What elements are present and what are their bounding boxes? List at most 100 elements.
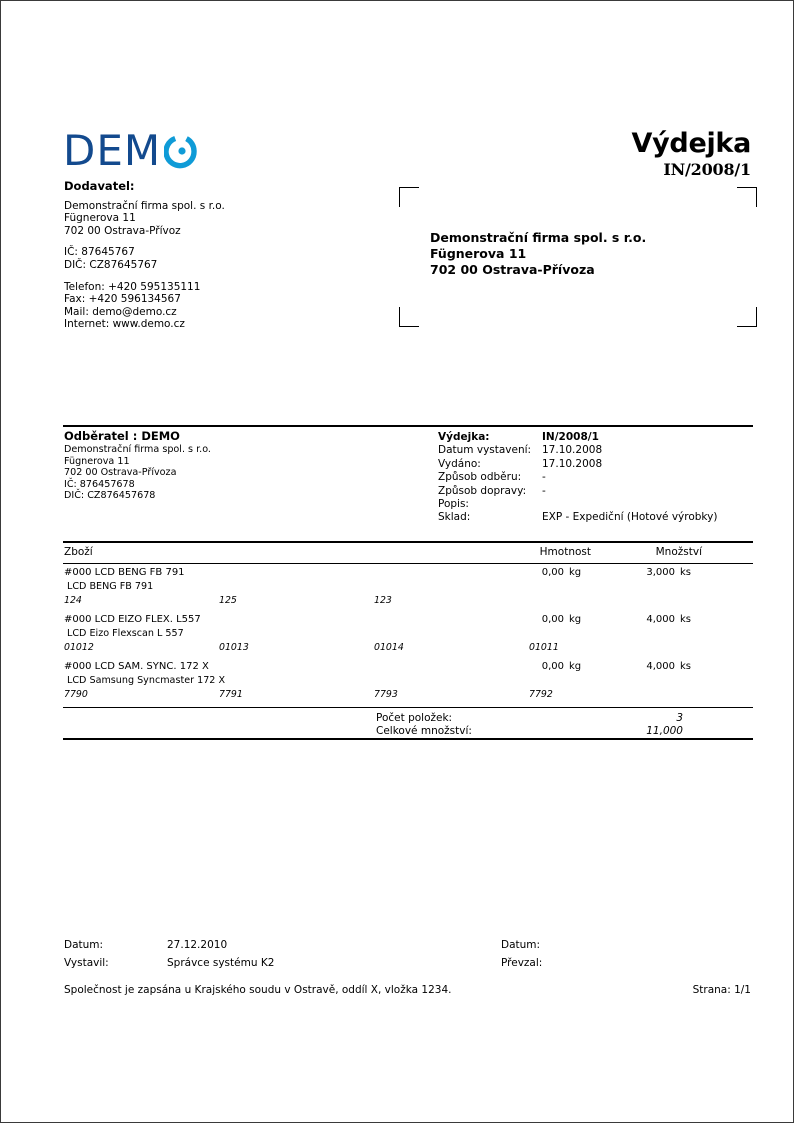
meta-value: 17.10.2008 xyxy=(542,444,603,457)
meta-row: Sklad: EXP - Expediční (Hotové výrobky) xyxy=(438,511,753,524)
meta-label: Způsob dopravy: xyxy=(438,484,527,497)
meta-label: Způsob odběru: xyxy=(438,471,522,484)
item-quantity-unit: ks xyxy=(680,567,692,578)
meta-label: Výdejka: xyxy=(438,431,490,443)
total-quantity-value: 11,000 xyxy=(646,725,683,737)
item-quantity-value: 4,000 xyxy=(646,661,675,672)
crop-mark-bottom-left-icon xyxy=(399,307,419,327)
crop-mark-bottom-right-icon xyxy=(737,307,757,327)
issued-date-value: 27.12.2010 xyxy=(167,939,228,951)
item-weight: 0,00 kg xyxy=(451,567,591,578)
address-window: Demonstrační firma spol. s r.o. Fügnerov… xyxy=(399,187,757,327)
document-number: IN/2008/1 xyxy=(663,160,751,179)
meta-label: Sklad: xyxy=(438,511,471,524)
meta-row: Datum vystavení: 17.10.2008 xyxy=(438,444,753,457)
signature-block-right: Datum: Převzal: xyxy=(501,936,604,972)
item-weight-unit: kg xyxy=(569,567,582,578)
total-quantity-row: Celkové množství: 11,000 xyxy=(376,725,753,738)
item-quantity-value: 3,000 xyxy=(646,567,675,578)
item-serials: 124 125 123 xyxy=(64,595,704,606)
item-weight-value: 0,00 xyxy=(541,567,564,578)
demo-logo: DEM xyxy=(63,129,200,173)
address-city: 702 00 Ostrava-Přívoza xyxy=(430,262,595,277)
item-serials: 01012 01013 01014 01011 xyxy=(64,642,704,653)
total-item-count-value: 3 xyxy=(676,712,683,724)
item-code: #000 LCD SAM. SYNC. 172 X xyxy=(64,661,209,672)
table-row: #000 LCD EIZO FLEX. L557 LCD Eizo Flexsca… xyxy=(1,614,793,661)
supplier-heading: Dodavatel: xyxy=(64,179,135,193)
meta-value: 17.10.2008 xyxy=(542,457,603,470)
crop-mark-top-left-icon xyxy=(399,187,419,207)
crop-mark-top-right-icon xyxy=(737,187,757,207)
meta-row: Popis: xyxy=(438,498,753,511)
meta-value: EXP - Expediční (Hotové výrobky) xyxy=(542,511,718,524)
supplier-block: Dodavatel: Demonstrační firma spol. s r.… xyxy=(64,180,354,331)
item-serial: 124 xyxy=(64,595,82,606)
total-item-count-row: Počet položek: 3 xyxy=(376,712,753,725)
supplier-street: Fügnerova 11 xyxy=(64,212,136,225)
divider-customer-top xyxy=(63,425,753,427)
item-serial: 01012 xyxy=(64,642,94,653)
item-quantity: 4,000 ks xyxy=(601,614,702,625)
item-serial: 123 xyxy=(374,595,392,606)
legal-notice: Společnost je zapsána u Krajského soudu … xyxy=(64,984,452,996)
item-weight: 0,00 kg xyxy=(451,614,591,625)
customer-ico: IČ: 876457678 xyxy=(64,478,135,490)
customer-block: Odběratel : DEMO Demonstrační firma spol… xyxy=(64,430,414,501)
divider-items-top xyxy=(63,541,753,543)
supplier-dic: DIČ: CZ87645767 xyxy=(64,258,158,271)
supplier-fax: Fax: +420 596134567 xyxy=(64,293,181,306)
item-serial: 7791 xyxy=(219,689,243,700)
item-weight-value: 0,00 xyxy=(541,614,564,625)
item-quantity-value: 4,000 xyxy=(646,614,675,625)
page-number: Strana: 1/1 xyxy=(692,984,751,996)
meta-row: Způsob dopravy: - xyxy=(438,485,753,498)
divider-totals-bottom xyxy=(63,738,753,740)
meta-row: Vydáno: 17.10.2008 xyxy=(438,458,753,471)
address-name: Demonstrační firma spol. s r.o. xyxy=(430,230,647,245)
item-serials: 7790 7791 7793 7792 xyxy=(64,689,704,700)
item-weight: 0,00 kg xyxy=(451,661,591,672)
item-serial: 01013 xyxy=(219,642,249,653)
issued-by-value: Správce systému K2 xyxy=(167,957,275,969)
customer-street: Fügnerova 11 xyxy=(64,455,130,467)
items-table-body: #000 LCD BENG FB 791 LCD BENG FB 791 0,00 k… xyxy=(1,567,793,708)
supplier-city: 702 00 Ostrava-Přívoz xyxy=(64,224,181,237)
page-title: Výdejka xyxy=(631,128,752,159)
item-code: #000 LCD BENG FB 791 xyxy=(64,567,185,578)
totals-block: Počet položek: 3 Celkové množství: 11,00… xyxy=(376,712,753,738)
item-serial: 01014 xyxy=(374,642,404,653)
received-by-row: Převzal: xyxy=(501,954,604,972)
address-street: Fügnerova 11 xyxy=(430,246,527,261)
supplier-ico: IČ: 87645767 xyxy=(64,246,135,259)
issued-by-label: Vystavil: xyxy=(64,957,109,969)
item-serial: 7792 xyxy=(529,689,553,700)
meta-value: - xyxy=(542,471,546,484)
demo-circle-dot-logo-icon xyxy=(164,135,197,169)
meta-value: - xyxy=(542,484,546,497)
supplier-internet: Internet: www.demo.cz xyxy=(64,318,185,331)
item-quantity-unit: ks xyxy=(680,614,692,625)
item-quantity-unit: ks xyxy=(680,661,692,672)
item-quantity: 3,000 ks xyxy=(601,567,702,578)
meta-label: Datum vystavení: xyxy=(438,444,532,457)
meta-label: Popis: xyxy=(438,498,469,511)
customer-city: 702 00 Ostrava-Přívoza xyxy=(64,467,177,479)
spacer xyxy=(64,272,354,281)
item-weight-value: 0,00 xyxy=(541,661,564,672)
column-header-goods: Zboží xyxy=(64,546,93,558)
logo-text: DEM xyxy=(63,126,162,175)
issued-date-row: Datum: 27.12.2010 xyxy=(64,936,274,954)
item-serial: 7793 xyxy=(374,689,398,700)
item-code: #000 LCD EIZO FLEX. L557 xyxy=(64,614,201,625)
item-serial: 125 xyxy=(219,595,237,606)
received-by-label: Převzal: xyxy=(501,957,543,969)
customer-name: Demonstrační firma spol. s r.o. xyxy=(64,444,211,456)
item-serial: 01011 xyxy=(529,642,559,653)
divider-items-bottom xyxy=(63,707,753,708)
signature-block-left: Datum: 27.12.2010 Vystavil: Správce syst… xyxy=(64,936,274,972)
received-date-row: Datum: xyxy=(501,936,604,954)
item-weight-unit: kg xyxy=(569,661,582,672)
issued-date-label: Datum: xyxy=(64,939,104,951)
